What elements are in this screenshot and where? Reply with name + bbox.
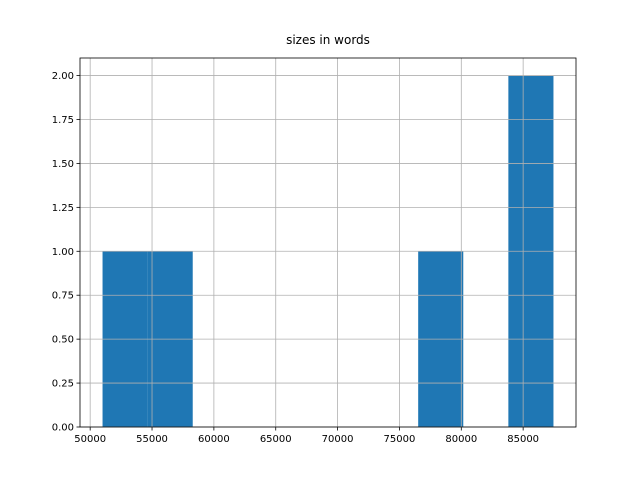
y-tick-label: 1.50 [52,159,74,170]
y-tick-label: 0.25 [52,379,74,390]
x-tick-label: 85000 [507,434,539,445]
plot-frame [79,57,577,428]
y-tick-label: 0.75 [52,291,74,302]
x-tick-label: 70000 [322,434,354,445]
chart-title: sizes in words [286,33,370,47]
y-tick-label: 0.00 [52,423,74,434]
x-tick-label: 55000 [136,434,168,445]
x-tick-label: 50000 [74,434,106,445]
y-tick-label: 1.00 [52,247,74,258]
x-tick-label: 75000 [384,434,416,445]
x-tick-label: 60000 [198,434,230,445]
y-tick-label: 1.25 [52,203,74,214]
x-tick-label: 65000 [260,434,292,445]
y-tick-label: 2.00 [52,71,74,82]
y-tick-label: 0.50 [52,335,74,346]
x-tick-label: 80000 [445,434,477,445]
y-tick-label: 1.75 [52,115,74,126]
